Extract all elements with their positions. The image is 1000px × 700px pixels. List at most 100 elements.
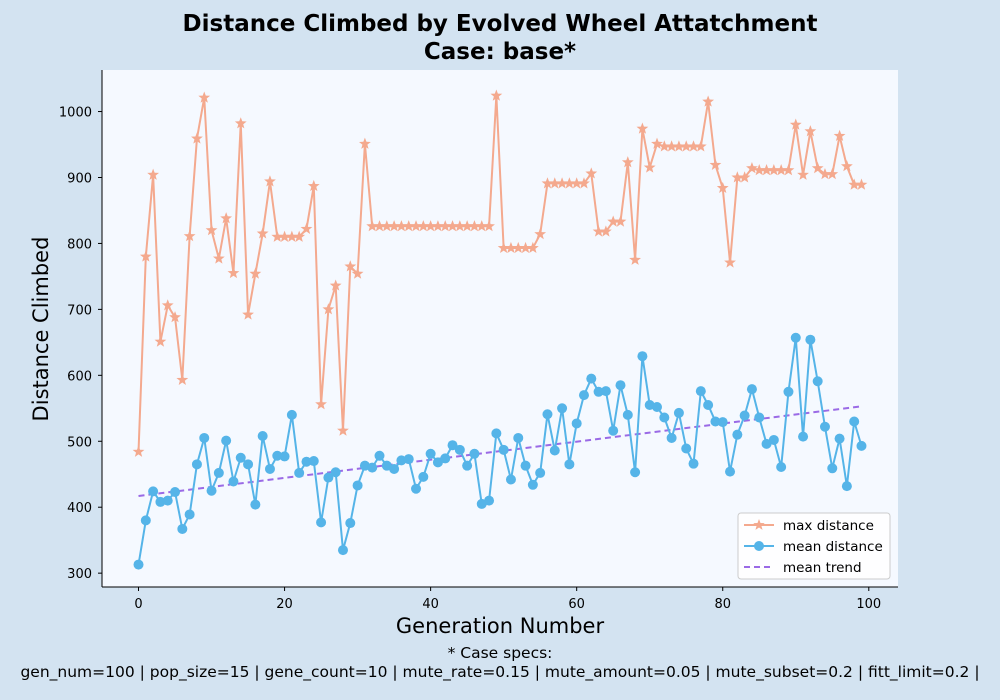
max-distance-point bbox=[176, 373, 189, 385]
mean-distance-point bbox=[337, 545, 348, 556]
mean-distance-point bbox=[630, 467, 641, 478]
mean-distance-point bbox=[425, 448, 436, 459]
max-distance-point bbox=[439, 220, 452, 232]
mean-distance-point bbox=[586, 373, 597, 384]
max-distance-point bbox=[497, 241, 510, 254]
mean-distance-point bbox=[827, 463, 838, 474]
max-distance-point bbox=[775, 164, 788, 176]
mean-distance-point bbox=[732, 429, 743, 440]
max-distance-point bbox=[826, 167, 839, 180]
mean-distance-point bbox=[352, 480, 363, 491]
mean-distance-point bbox=[243, 459, 254, 470]
max-distance-point bbox=[205, 224, 218, 236]
mean-distance-point bbox=[206, 485, 217, 496]
mean-distance-point bbox=[637, 351, 648, 362]
max-distance-point bbox=[621, 156, 634, 168]
mean-distance-point bbox=[308, 456, 319, 467]
mean-distance-point bbox=[659, 412, 670, 423]
max-distance-point bbox=[519, 241, 532, 254]
max-distance-point bbox=[578, 177, 590, 189]
mean-distance-point bbox=[834, 433, 845, 444]
mean-distance-point bbox=[316, 517, 327, 528]
mean-distance-point bbox=[257, 430, 268, 441]
mean-distance-point bbox=[754, 412, 765, 423]
mean-distance-point bbox=[272, 450, 283, 461]
mean-distance-point bbox=[286, 409, 297, 420]
max-distance-point bbox=[548, 177, 561, 189]
max-distance-point bbox=[512, 241, 525, 254]
max-distance-point bbox=[256, 227, 269, 239]
y-tick-label: 700 bbox=[67, 303, 92, 318]
max-distance-point bbox=[329, 279, 342, 291]
max-distance-point bbox=[643, 161, 656, 173]
mean-distance-point bbox=[294, 467, 305, 478]
mean-distance-point bbox=[564, 459, 575, 470]
max-distance-point bbox=[264, 175, 276, 187]
max-distance-point bbox=[840, 160, 853, 172]
max-distance-point bbox=[198, 91, 211, 103]
x-tick-label: 60 bbox=[568, 597, 585, 612]
mean-distance-point bbox=[768, 434, 779, 445]
mean-distance-point bbox=[213, 467, 224, 478]
legend-label-mean-trend: mean trend bbox=[783, 560, 862, 576]
mean-distance-point bbox=[484, 495, 495, 506]
mean-distance-point bbox=[695, 386, 706, 397]
max-distance-point bbox=[271, 230, 284, 242]
mean-distance-point bbox=[367, 462, 378, 473]
max-distance-point bbox=[665, 140, 678, 152]
mean-distance-point bbox=[140, 515, 151, 526]
mean-distance-point bbox=[535, 467, 546, 478]
max-distance-point bbox=[687, 140, 700, 152]
mean-distance-point bbox=[527, 479, 538, 490]
mean-distance-point bbox=[170, 487, 181, 498]
legend-label-max-distance: max distance bbox=[783, 518, 874, 534]
max-distance-point bbox=[461, 220, 474, 232]
max-distance-point bbox=[220, 212, 233, 224]
mean-distance-point bbox=[622, 409, 633, 420]
max-distance-point bbox=[278, 230, 291, 242]
mean-distance-point bbox=[673, 407, 684, 418]
mean-distance-point bbox=[746, 384, 757, 395]
max-distance-point bbox=[694, 140, 707, 152]
mean-distance-point bbox=[812, 376, 823, 387]
max-distance-point bbox=[242, 308, 254, 320]
mean-distance-point bbox=[805, 334, 816, 345]
max-distance-point bbox=[746, 162, 758, 174]
mean-distance-point bbox=[491, 428, 502, 439]
mean-distance-point bbox=[652, 401, 663, 412]
mean-distance-point bbox=[549, 445, 560, 456]
chart-title-block: Distance Climbed by Evolved Wheel Attatc… bbox=[0, 10, 1000, 66]
mean-distance-point bbox=[389, 463, 400, 474]
y-tick-label: 800 bbox=[67, 237, 92, 252]
max-distance-point bbox=[132, 445, 145, 457]
max-distance-point bbox=[731, 171, 744, 183]
max-distance-point bbox=[468, 220, 481, 232]
mean-distance-line bbox=[137, 337, 863, 565]
max-distance-point bbox=[658, 140, 671, 152]
chart-title: Distance Climbed by Evolved Wheel Attatc… bbox=[182, 11, 818, 37]
case-specs-heading: * Case specs: bbox=[447, 644, 553, 662]
max-distance-point bbox=[191, 132, 203, 144]
max-distance-point bbox=[483, 220, 495, 232]
mean-distance-point bbox=[600, 386, 611, 397]
mean-distance-point bbox=[148, 486, 159, 497]
mean-distance-point bbox=[228, 476, 239, 487]
max-distance-point bbox=[147, 168, 160, 180]
max-distance-point bbox=[417, 220, 430, 232]
max-distance-point bbox=[366, 220, 379, 232]
max-distance-point bbox=[797, 168, 809, 180]
legend-marker-mean-distance bbox=[754, 541, 764, 551]
mean-distance-point bbox=[279, 451, 290, 462]
mean-distance-point bbox=[235, 452, 246, 463]
max-distance-point bbox=[293, 230, 306, 242]
legend-marker-max-distance bbox=[753, 519, 765, 530]
max-distance-point bbox=[738, 171, 751, 183]
max-distance-point bbox=[402, 220, 415, 232]
legend-label-mean-distance: mean distance bbox=[783, 539, 883, 555]
y-tick-label: 300 bbox=[67, 567, 92, 582]
max-distance-point bbox=[636, 122, 649, 134]
max-distance-point bbox=[563, 177, 576, 189]
max-distance-point bbox=[307, 179, 320, 192]
mean-distance-point bbox=[571, 418, 582, 429]
